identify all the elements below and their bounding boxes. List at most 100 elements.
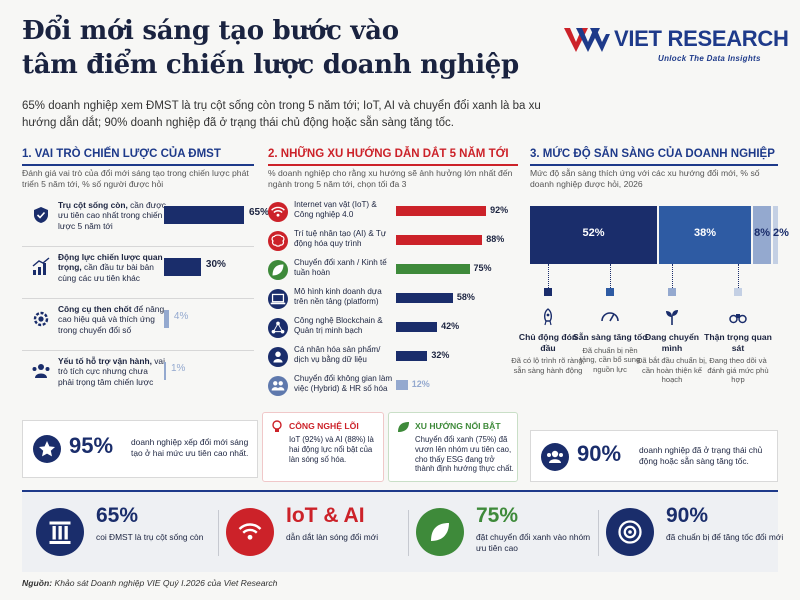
role-item-rest: cần đầu tư bài bản cùng các ưu tiên khác bbox=[58, 262, 154, 283]
trend-label: Internet vạn vật (IoT) & Công nghiệp 4.0 bbox=[294, 200, 377, 219]
trend-item: Mô hình kinh doanh dựa trên nền tảng (pl… bbox=[268, 287, 518, 317]
title-line-1: Đổi mới sáng tạo bước vào bbox=[22, 16, 399, 46]
readiness-step-title: Chủ động đón đầu bbox=[518, 332, 578, 353]
trend-value: 32% bbox=[431, 350, 450, 360]
trend-label: Chuyển đổi không gian làm việc (Hybrid) … bbox=[294, 374, 393, 393]
readiness-stacked-bar: 52% 38% 8% 2% bbox=[530, 206, 789, 264]
trend-item: Internet vạn vật (IoT) & Công nghiệp 4.0… bbox=[268, 200, 518, 230]
section3-callout-text: doanh nghiệp đã ở trạng thái chủ động ho… bbox=[639, 445, 763, 466]
trend-value: 42% bbox=[441, 321, 460, 331]
card-trend-text: Chuyển đổi xanh (75%) đã vươn lên nhóm ư… bbox=[415, 435, 514, 474]
trend-bar bbox=[396, 264, 470, 274]
user-data-icon bbox=[268, 347, 288, 367]
kpi-separator bbox=[408, 510, 409, 556]
trend-label: Trí tuệ nhân tạo (AI) & Tự động hóa quy … bbox=[294, 229, 387, 248]
viet-research-logo: VIET RESEARCH Unlock The Data Insights bbox=[562, 22, 792, 72]
readiness-step-title: Thận trọng quan sát bbox=[704, 332, 772, 353]
card-trend: XU HƯỚNG NỔI BẬT Chuyển đổi xanh (75%) đ… bbox=[388, 412, 518, 482]
section3-heading: 3. MỨC ĐỘ SẴN SÀNG CỦA DOANH NGHIỆP bbox=[530, 148, 778, 166]
kpi-caption: đã chuẩn bị để tăng tốc đổi mới bbox=[666, 532, 784, 542]
readiness-step: Thận trọng quan sát Đang theo dõi và đánh… bbox=[701, 300, 775, 385]
trend-item: Chuyển đổi không gian làm việc (Hybrid) … bbox=[268, 374, 518, 404]
readiness-connector bbox=[671, 264, 673, 290]
kpi-caption: đặt chuyển đổi xanh vào nhóm ưu tiên cao bbox=[476, 532, 591, 553]
trend-item: Trí tuệ nhân tạo (AI) & Tự động hóa quy … bbox=[268, 229, 518, 259]
trend-label: Cá nhân hóa sản phẩm/ dịch vụ bằng dữ li… bbox=[294, 345, 381, 364]
row-divider bbox=[22, 298, 254, 299]
lightbulb-icon bbox=[269, 419, 285, 435]
trend-value: 58% bbox=[456, 292, 475, 302]
readiness-step-desc: Đã có lộ trình rõ ràng, sẵn sàng hành độ… bbox=[511, 356, 585, 375]
sprout-icon bbox=[661, 306, 683, 328]
logo-tagline: Unlock The Data Insights bbox=[658, 54, 761, 63]
section1-callout: 95% doanh nghiệp xếp đổi mới sáng tạo ở … bbox=[22, 420, 258, 478]
kpi-value: 90% bbox=[666, 504, 709, 527]
kpi-separator bbox=[218, 510, 219, 556]
section1-callout-value: 95% bbox=[69, 433, 114, 458]
role-item: Yếu tố hỗ trợ vận hành, vai trò tích cực… bbox=[22, 356, 254, 396]
readiness-segment-label: 38% bbox=[694, 227, 717, 239]
trend-bar bbox=[396, 235, 483, 245]
card-core-text: IoT (92%) và AI (88%) là hai động lực nổ… bbox=[289, 435, 374, 464]
kpi-caption: coi ĐMST là trụ cột sống còn bbox=[96, 532, 204, 542]
wifi-icon bbox=[268, 202, 288, 222]
role-value: 4% bbox=[173, 311, 189, 322]
leaf-icon bbox=[268, 260, 288, 280]
section3-callout-value: 90% bbox=[577, 441, 622, 466]
role-item: Trụ cột sống còn, cần được ưu tiên cao n… bbox=[22, 200, 269, 240]
trend-bar bbox=[396, 206, 487, 216]
readiness-segment: 2% bbox=[773, 206, 789, 264]
readiness-segment-label: 2% bbox=[773, 227, 789, 239]
readiness-segment: 52% bbox=[530, 206, 657, 264]
binoculars-icon bbox=[727, 306, 749, 328]
role-value: 65% bbox=[249, 207, 270, 218]
trend-value: 92% bbox=[490, 205, 509, 215]
role-item-bold: Trụ cột sống còn, bbox=[58, 200, 128, 210]
rocket-icon bbox=[537, 306, 559, 328]
card-trend-title: XU HƯỚNG NỔI BẬT bbox=[415, 421, 501, 431]
readiness-step: Chủ động đón đầu Đã có lộ trình rõ ràng, … bbox=[511, 300, 585, 375]
kpi-value: IoT & AI bbox=[286, 504, 365, 527]
leaf-icon bbox=[395, 419, 411, 435]
trend-bar bbox=[396, 380, 408, 390]
role-value: 1% bbox=[171, 363, 186, 374]
section2-heading: 2. NHỮNG XU HƯỚNG DẪN DẮT 5 NĂM TỚI bbox=[268, 148, 518, 166]
role-item-rest: vai trò tích cực nhưng chưa phải trọng t… bbox=[58, 356, 165, 387]
section2-description: % doanh nghiệp cho rằng xu hướng sẽ ảnh … bbox=[268, 168, 513, 189]
brain-icon bbox=[268, 231, 288, 251]
bottom-kpi-band: 65% coi ĐMST là trụ cột sống còn IoT & AI d… bbox=[22, 490, 783, 572]
kpi-caption: dẫn dắt làn sóng đổi mới bbox=[286, 532, 379, 542]
role-item: Động lực chiến lược quan trọng, cần đầu … bbox=[22, 252, 254, 292]
wifi-icon bbox=[226, 508, 274, 556]
kpi-item: 90% đã chuẩn bị để tăng tốc đổi mới bbox=[606, 502, 791, 564]
kpi-item: 75% đặt chuyển đổi xanh vào nhóm ưu tiên … bbox=[416, 502, 601, 564]
role-item-rest: cần được ưu tiên cao nhất trong chiến lư… bbox=[58, 200, 166, 231]
readiness-step-desc: Đang theo dõi và đánh giá mức phù hợp bbox=[707, 356, 769, 384]
card-core-technology: CÔNG NGHỆ LÕI IoT (92%) và AI (88%) là h… bbox=[262, 412, 384, 482]
readiness-marker bbox=[544, 288, 552, 296]
laptop-icon bbox=[268, 289, 288, 309]
readiness-segment: 8% bbox=[753, 206, 772, 264]
section3-description: Mức độ sẵn sàng thích ứng với các xu hướ… bbox=[530, 168, 760, 189]
kpi-value: 75% bbox=[476, 504, 519, 527]
readiness-step: Sẵn sàng tăng tốc Đã chuẩn bị nền tảng, c… bbox=[573, 300, 647, 374]
growth-chart-icon bbox=[30, 256, 52, 278]
speedometer-icon bbox=[599, 306, 621, 328]
trend-item: Cá nhân hóa sản phẩm/ dịch vụ bằng dữ li… bbox=[268, 345, 518, 375]
trend-value: 88% bbox=[486, 234, 505, 244]
group-icon bbox=[541, 443, 569, 471]
readiness-marker bbox=[606, 288, 614, 296]
role-value: 30% bbox=[205, 259, 226, 270]
role-item-rest: để nâng cao hiệu quả và thích ứng trong … bbox=[58, 304, 165, 335]
readiness-segment-label: 8% bbox=[754, 227, 771, 239]
role-bar bbox=[164, 310, 169, 328]
kpi-item: 65% coi ĐMST là trụ cột sống còn bbox=[36, 502, 221, 564]
role-item: Công cụ then chốt để nâng cao hiệu quả v… bbox=[22, 304, 254, 344]
readiness-connector bbox=[609, 264, 611, 290]
row-divider bbox=[22, 350, 254, 351]
section3-callout: 90% doanh nghiệp đã ở trạng thái chủ độn… bbox=[530, 430, 778, 482]
role-item-text: Trụ cột sống còn, cần được ưu tiên cao n… bbox=[58, 200, 166, 231]
role-item-text: Động lực chiến lược quan trọng, cần đầu … bbox=[58, 252, 166, 283]
trend-bar bbox=[396, 322, 438, 332]
pillar-icon bbox=[36, 508, 84, 556]
